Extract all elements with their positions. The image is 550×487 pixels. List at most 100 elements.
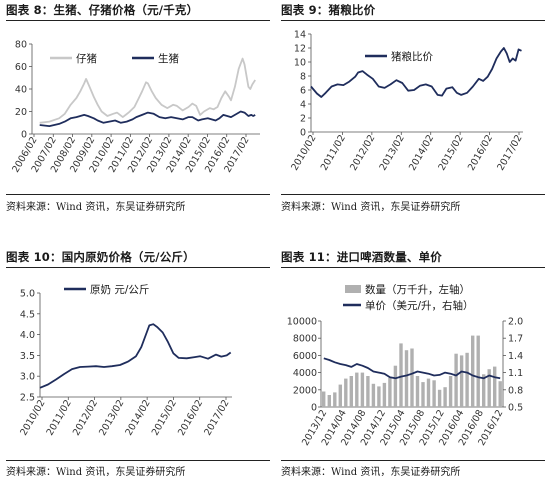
x-tick-label: 2013/02 — [97, 398, 126, 438]
y-tick-label: 0 — [21, 130, 27, 141]
chart-source: 资料来源：Wind 资讯，东吴证券研究所 — [281, 467, 461, 478]
panel-pig-grain-ratio: 图表 9：猪粮比价 0 2 4 6 8 10 12 14 2010/02 2011/02 2012/… — [281, 0, 545, 215]
bar — [388, 377, 392, 407]
title-rule — [281, 267, 545, 268]
y-tick-label: 4.0 — [20, 330, 35, 341]
series-line-1 — [310, 47, 522, 98]
y-tick-label-left: 0 — [311, 403, 317, 414]
legend-swatch-bar — [345, 285, 361, 293]
title-rule — [281, 20, 545, 21]
y-tick-label-left: 8000 — [293, 334, 317, 345]
y-tick-label: 4.5 — [20, 309, 35, 320]
y-tick-label-right: 0.5 — [508, 403, 523, 414]
y-tick-label-right: 1.1 — [508, 368, 523, 379]
bar — [322, 391, 326, 407]
y-tick-label: 60 — [15, 62, 27, 73]
chart-title: 图表 10：国内原奶价格（元/公斤） — [6, 250, 195, 264]
x-tick-label: 2010/02 — [18, 398, 47, 438]
source-rule — [281, 460, 545, 461]
legend-label: 单价（美元/升，右轴） — [365, 299, 474, 312]
legend-label: 仔猪 — [76, 53, 97, 65]
source-rule — [281, 194, 545, 195]
series-line-2 — [39, 110, 256, 127]
bar — [344, 378, 348, 407]
y-tick-label: 80 — [15, 40, 27, 51]
y-tick-label: 20 — [15, 107, 27, 118]
bar — [338, 384, 342, 407]
panel-imported-beer: 图表 11：进口啤酒数量、单价 0 2000 4000 6000 8000 10000 0.… — [281, 247, 545, 487]
x-tick-label: 2016/02 — [466, 133, 495, 173]
x-tick-label: 2015/02 — [436, 133, 465, 173]
source-rule — [6, 460, 270, 461]
y-tick-label-left: 4000 — [293, 368, 317, 379]
chart-source: 资料来源：Wind 资讯，东吴证券研究所 — [281, 202, 461, 213]
y-tick-label: 0 — [300, 128, 306, 139]
chart-raw-milk: 2.53.03.54.04.55.02010/022011/022012/022… — [18, 284, 232, 438]
bar — [426, 378, 431, 407]
bar — [333, 392, 337, 407]
bar — [448, 376, 453, 407]
x-tick-label: 2011/02 — [319, 133, 348, 173]
y-tick-label: 3.5 — [20, 351, 35, 362]
title-rule — [6, 267, 270, 268]
x-tick-label: 2011/02 — [45, 398, 74, 438]
bar — [349, 376, 353, 407]
x-tick-label: 2017/02 — [202, 398, 231, 438]
x-tick-label: 2013/02 — [378, 133, 407, 173]
y-tick-label: 12 — [294, 44, 306, 55]
chart-title: 图表 11：进口啤酒数量、单价 — [281, 250, 443, 264]
bar — [377, 386, 381, 407]
bar — [443, 387, 447, 407]
legend-label: 生猪 — [158, 52, 179, 65]
y-tick-label: 14 — [294, 30, 306, 41]
title-rule — [6, 20, 270, 21]
y-tick-label-right: 2.0 — [508, 317, 523, 328]
bar — [410, 348, 414, 407]
bar — [366, 376, 370, 407]
y-tick-label-right: 0.8 — [508, 385, 523, 396]
bar — [493, 366, 497, 407]
bar — [360, 372, 365, 407]
series-line-unit-price — [323, 357, 501, 380]
series-line-1 — [39, 323, 232, 389]
bar — [498, 381, 502, 407]
bar — [393, 365, 398, 407]
series-line-1 — [39, 57, 256, 124]
panel-raw-milk: 图表 10：国内原奶价格（元/公斤） 2.5 3.0 3.5 4.0 4.5 5.0 201… — [6, 247, 270, 487]
y-tick-label: 4 — [300, 100, 306, 111]
legend-label: 猪粮比价 — [391, 50, 433, 63]
bar — [437, 389, 442, 407]
y-tick-label-left: 2000 — [293, 385, 317, 396]
legend-label: 原奶 元/公斤 — [90, 284, 149, 296]
bar — [371, 383, 376, 407]
x-tick-label: 2016/02 — [176, 398, 205, 438]
x-tick-label: 2012/02 — [71, 398, 100, 438]
bar — [459, 355, 464, 407]
y-tick-label: 40 — [15, 85, 27, 96]
y-tick-label-left: 10000 — [287, 317, 317, 328]
bar — [471, 335, 475, 407]
chart-source: 资料来源：Wind 资讯，东吴证券研究所 — [6, 202, 186, 213]
x-tick-label: 2017/02 — [495, 133, 524, 173]
panel-pig-prices: 图表 8：生猪、仔猪价格（元/千克） 0 20 40 60 80 2006/02 2007/… — [6, 0, 270, 215]
x-tick-label: 2014/02 — [407, 133, 436, 173]
chart-pig-prices: 0204060802006/022007/022008/022009/02201… — [10, 40, 260, 175]
y-tick-label-right: 1.7 — [508, 334, 523, 345]
bar — [415, 376, 420, 407]
chart-title: 图表 8：生猪、仔猪价格（元/千克） — [6, 3, 199, 17]
y-tick-label: 5.0 — [20, 289, 35, 300]
bar — [404, 350, 409, 407]
bar — [482, 374, 486, 407]
chart-source: 资料来源：Wind 资讯，东吴证券研究所 — [6, 467, 186, 478]
y-tick-label: 2 — [300, 114, 306, 125]
bar — [476, 335, 480, 407]
y-tick-label-left: 6000 — [293, 351, 317, 362]
y-tick-label: 3.0 — [20, 372, 35, 383]
y-tick-label-right: 1.4 — [508, 351, 523, 362]
bar — [465, 352, 469, 407]
bar — [487, 369, 491, 407]
chart-imported-beer: 0 2000 4000 6000 8000 10000 0.5 0.8 1.1 1.4 1.7 2.0… — [287, 283, 523, 448]
y-tick-label: 10 — [294, 58, 306, 69]
x-tick-label: 2015/02 — [150, 398, 179, 438]
